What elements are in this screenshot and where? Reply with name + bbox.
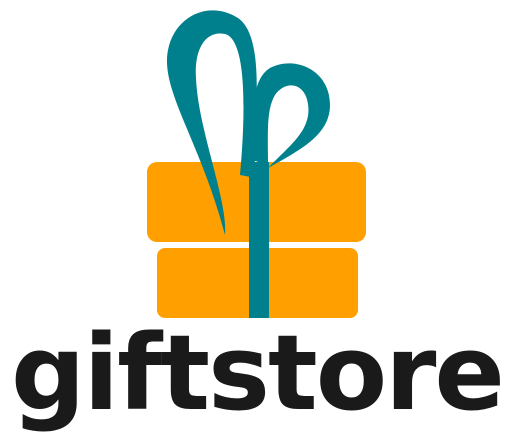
- ribbon-loop-left: [166, 10, 257, 236]
- ribbon-strap: [249, 162, 269, 318]
- brand-name: giftstore: [11, 312, 505, 434]
- ribbon-loop-right: [251, 63, 330, 168]
